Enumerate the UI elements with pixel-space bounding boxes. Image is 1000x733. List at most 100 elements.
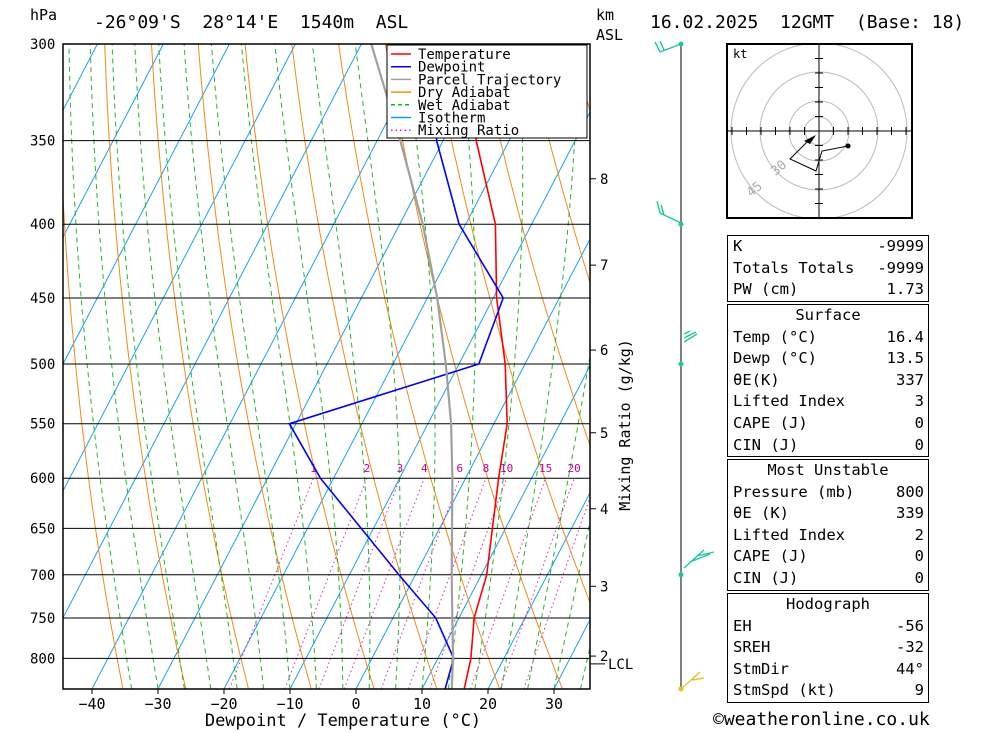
dry-adiabat-line [947,44,1000,689]
legend-label: Wet Adiabat [418,98,511,114]
wet-adiabat-line [68,44,133,689]
index-value: 0 [914,568,924,587]
mixing-ratio-label: 2 [364,462,371,475]
index-value: 2 [914,525,924,544]
mixing-ratio-label: 3 [397,462,404,475]
index-value: 339 [896,504,924,523]
hodograph-row: StmSpd (kt) 9 [728,680,928,702]
unstable-row: Lifted Index 2 [728,525,928,547]
index-value: 0 [914,547,924,566]
km-tick-label: 3 [600,579,608,595]
most-unstable-table: Most Unstable Pressure (mb) 800 θE (K) 339… [727,459,929,591]
surface-row: Dewp (°C) 13.5 [728,348,928,370]
surface-row: Lifted Index 3 [728,391,928,413]
surface-title: Surface [795,306,861,324]
index-label: CAPE (J) [733,547,808,566]
mixing-ratio-line [380,478,461,689]
index-label: Lifted Index [733,525,845,544]
index-value: 16.4 [886,327,924,346]
isotherm-line [355,237,590,689]
isotherm-line [63,44,362,619]
hodograph-title: Hodograph [786,595,870,613]
wind-barb [683,330,698,343]
hodograph-endpoint [845,143,851,149]
copyright: ©weatheronline.co.uk [713,709,930,730]
mixing-ratio-line [284,478,368,689]
pressure-tick-label: 350 [30,134,55,150]
hodograph-table: Hodograph EH -56 SREH -32 StmDir 44° StmSpd… [727,593,929,703]
temperature-profile [463,44,509,689]
x-tick-label: 30 [545,695,563,713]
index-row-k: K -9999 [728,236,928,258]
asl-label: ASL [596,26,623,44]
pressure-tick-label: 400 [30,217,55,233]
index-label: StmSpd (kt) [733,681,836,700]
wind-level-dot [678,361,684,367]
hodograph-trace [789,137,849,172]
hodograph-row: StmDir 44° [728,659,928,681]
hodograph-panel: kt 30 45 [726,42,913,220]
wet-adiabat-line [134,44,212,689]
dry-adiabat-line [431,44,590,604]
wet-adiabat-line [447,44,476,689]
isotherm-line [157,44,494,689]
index-label: Dewp (°C) [733,349,817,368]
surface-row: CAPE (J) 0 [728,413,928,435]
km-tick-label: 6 [600,343,608,359]
index-label: SREH [733,638,771,657]
hodograph-row: SREH -32 [728,637,928,659]
datetime-title: 16.02.2025 12GMT (Base: 18) [650,12,964,33]
isotherm-line [0,44,31,689]
index-value: 800 [896,482,924,501]
hodograph-unit-label: kt [733,47,747,61]
km-tick-label: 8 [600,172,608,188]
lcl-label: LCL [608,657,633,673]
index-label: CIN (J) [733,568,799,587]
x-tick-label: 10 [413,695,431,713]
index-label: Pressure (mb) [733,482,855,501]
index-value: -56 [896,616,924,635]
unstable-row: Pressure (mb) 800 [728,482,928,504]
km-tick-label: 2 [600,649,608,665]
legend-label: Dry Adiabat [418,85,511,101]
surface-row: Temp (°C) 16.4 [728,327,928,349]
mixing-ratio-label: 15 [539,462,552,475]
index-label: CIN (J) [733,435,799,454]
storm-motion-marker [804,135,816,144]
mixing-ratio-label: 4 [421,462,428,475]
dry-adiabat-line [525,44,590,285]
surface-table: Surface Temp (°C) 16.4 Dewp (°C) 13.5 θE(K… [727,304,929,458]
x-tick-label: 20 [479,695,497,713]
index-value: 337 [896,370,924,389]
pressure-tick-label: 450 [30,291,55,307]
km-tick-label: 4 [600,502,608,518]
isotherm-line [63,44,296,493]
wind-barb [680,671,705,690]
index-label: CAPE (J) [733,413,808,432]
index-row-totals: Totals Totals -9999 [728,258,928,280]
index-value: -32 [896,638,924,657]
index-value: 13.5 [886,349,924,368]
isotherm-line [63,44,230,366]
index-label: θE(K) [733,370,780,389]
wind-barb [654,40,682,53]
index-value: 9 [914,681,924,700]
mixing-ratio-label: 6 [456,462,463,475]
index-value: 0 [914,413,924,432]
mixing-ratio-label: 1 [310,462,317,475]
wet-adiabat-line [274,44,344,689]
index-value: -9999 [877,237,924,255]
index-value: 0 [914,435,924,454]
index-label: K [733,237,743,255]
km-tick-label: 5 [600,426,608,442]
isotherm-line [91,44,428,689]
wet-adiabat-line [311,44,371,689]
mixing-ratio-label: 10 [500,462,513,475]
legend-label: Dewpoint [418,60,485,76]
pressure-tick-label: 700 [30,568,55,584]
pressure-tick-label: 650 [30,521,55,537]
index-label: StmDir [733,659,789,678]
pressure-tick-label: 750 [30,611,55,627]
